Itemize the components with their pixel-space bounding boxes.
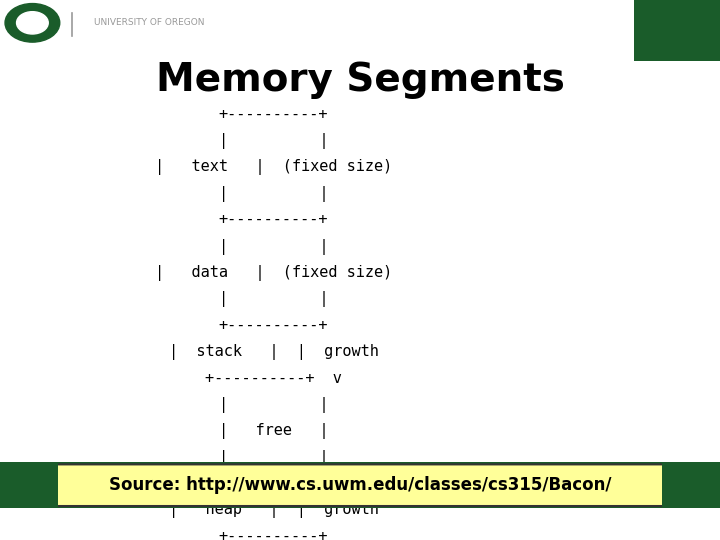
- Text: |          |: | |: [219, 291, 328, 307]
- Text: |   text   |  (fixed size): | text | (fixed size): [155, 159, 392, 176]
- Bar: [634, 0, 720, 61]
- FancyBboxPatch shape: [54, 464, 666, 506]
- Text: |   free   |: | free |: [219, 423, 328, 439]
- Text: +----------+: +----------+: [219, 106, 328, 122]
- Text: +----------+: +----------+: [219, 529, 328, 540]
- Text: |          |: | |: [219, 133, 328, 149]
- Text: |  stack   |  |  growth: | stack | | growth: [168, 344, 379, 360]
- Circle shape: [17, 12, 48, 34]
- Text: |   heap   |  |  growth: | heap | | growth: [168, 502, 379, 518]
- Bar: [0, 462, 720, 508]
- Text: +----------+  v: +----------+ v: [205, 370, 342, 386]
- Circle shape: [5, 4, 60, 42]
- Text: |          |: | |: [219, 239, 328, 254]
- Text: Source: http://www.cs.uwm.edu/classes/cs315/Bacon/: Source: http://www.cs.uwm.edu/classes/cs…: [109, 476, 611, 494]
- Text: +----------+: +----------+: [219, 318, 328, 333]
- Bar: [0, 462, 58, 508]
- Text: +----------+  ^: +----------+ ^: [205, 476, 342, 491]
- Text: |          |: | |: [219, 450, 328, 465]
- Bar: [662, 462, 720, 508]
- Text: |   data   |  (fixed size): | data | (fixed size): [155, 265, 392, 281]
- Text: |          |: | |: [219, 397, 328, 413]
- Text: |          |: | |: [219, 186, 328, 202]
- Text: UNIVERSITY OF OREGON: UNIVERSITY OF OREGON: [94, 18, 204, 27]
- Text: Memory Segments: Memory Segments: [156, 61, 564, 99]
- Text: +----------+: +----------+: [219, 212, 328, 227]
